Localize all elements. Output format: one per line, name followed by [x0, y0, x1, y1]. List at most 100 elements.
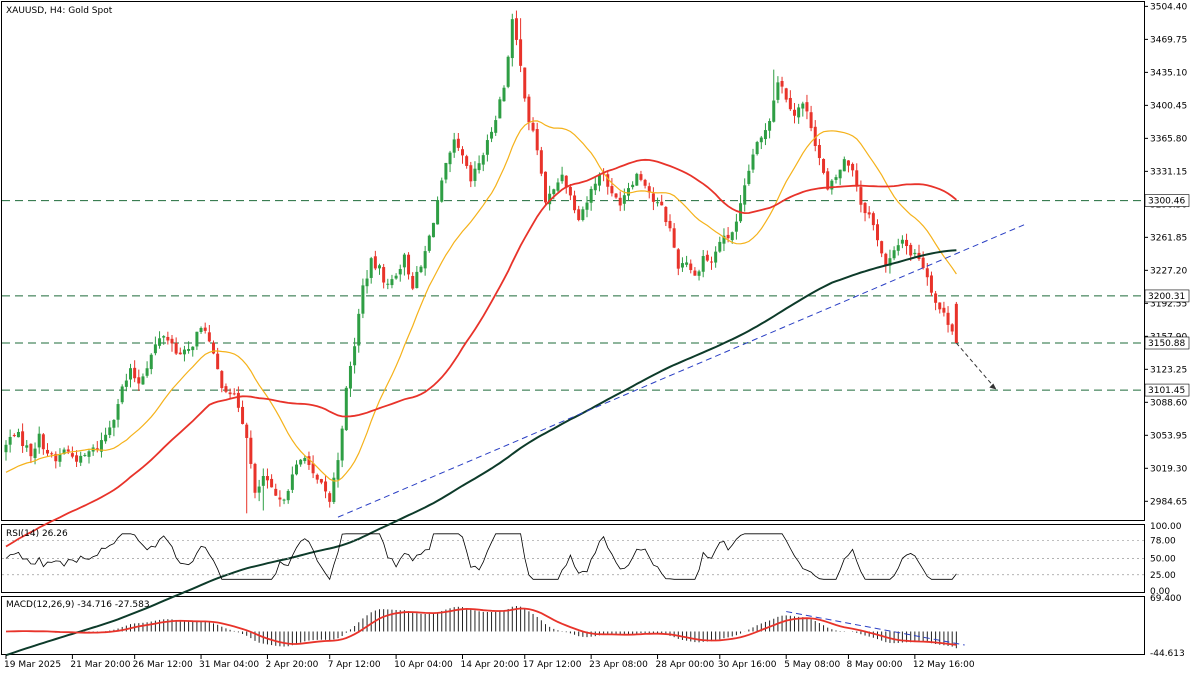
candle-body [411, 275, 415, 289]
price-tick-label: 3400.45 [1150, 101, 1187, 111]
candle-body [104, 434, 108, 442]
candle-body [398, 269, 402, 275]
candle-body [564, 175, 568, 188]
horizontal-levels: 3300.46 3200.31 3150.88 3101.45 [2, 194, 1190, 397]
candle-body [25, 445, 29, 448]
candle-body [693, 270, 697, 276]
time-tick-label: 8 May 00:00 [846, 660, 902, 670]
candle-body [336, 460, 340, 480]
candle-body [303, 458, 307, 462]
price-tick-label: 3261.85 [1150, 233, 1187, 243]
candle-body [270, 478, 274, 488]
candle-body [622, 195, 626, 204]
candle-body [950, 324, 954, 332]
candle-body [33, 448, 37, 458]
candle-body [16, 431, 20, 438]
candle-body [328, 493, 332, 502]
candle-body [62, 449, 66, 455]
candle-body [149, 354, 153, 370]
candle-body [448, 152, 452, 165]
candle-body [423, 251, 427, 269]
candle-body [137, 377, 141, 384]
time-tick-label: 5 May 08:00 [784, 660, 840, 670]
candle-body [577, 209, 581, 220]
candle-body [108, 427, 112, 435]
candle-body [643, 179, 647, 186]
candle-body [689, 263, 693, 271]
candle-body [838, 169, 842, 179]
candle-body [295, 464, 298, 475]
time-axis: 19 Mar 2025 21 Mar 20:00 26 Mar 12:00 31 Ma… [4, 655, 975, 670]
macd-pane[interactable] [1, 596, 1145, 655]
candle-body [610, 186, 614, 194]
candle-body [236, 392, 240, 408]
price-pane[interactable] [1, 1, 1145, 521]
candle-body [851, 163, 855, 171]
candle-body [510, 19, 514, 59]
candle-body [842, 159, 846, 172]
rsi-indicator: 100.00 78.00 50.00 25.00 0.00 [2, 522, 1182, 597]
candle-body [332, 477, 336, 503]
time-tick-label: 7 Apr 12:00 [328, 660, 381, 670]
candle-body [361, 285, 365, 314]
candle-body [759, 137, 763, 143]
candle-body [83, 454, 87, 456]
macd-label: MACD(12,26,9) -34.716 -27.583 [6, 600, 150, 610]
candle-body [793, 109, 796, 116]
trend-lines [337, 224, 1025, 518]
candle-body [99, 440, 103, 452]
candle-body [120, 386, 124, 403]
price-tick-label: 3192.55 [1150, 299, 1187, 309]
candle-body [12, 435, 16, 437]
candle-body [954, 303, 958, 344]
candle-body [585, 202, 589, 210]
level-label-box [1144, 383, 1190, 397]
candle-body [938, 302, 942, 310]
candle-body [344, 387, 348, 431]
candle-body [494, 120, 498, 133]
candle-body [153, 344, 157, 354]
candle-body [124, 380, 128, 387]
candle-body [265, 476, 269, 481]
candle-body [830, 180, 834, 190]
candle-body [394, 275, 398, 279]
candle-body [614, 193, 618, 198]
candle-body [635, 173, 639, 186]
ascending-trendline[interactable] [337, 224, 1025, 518]
candle-body [552, 189, 556, 195]
candle-body [776, 82, 780, 100]
candle-body [668, 220, 672, 229]
macd-signal-line [5, 607, 957, 646]
candle-body [141, 376, 145, 385]
candle-body [477, 163, 481, 171]
candle-body [871, 213, 875, 226]
candle-body [70, 453, 74, 457]
candle-body [929, 275, 933, 293]
rsi-tick-label: 25.00 [1150, 571, 1176, 581]
time-tick-label: 28 Apr 00:00 [656, 660, 715, 670]
candle-body [772, 100, 776, 122]
candle-body [921, 257, 925, 269]
candle-body [79, 455, 83, 463]
candle-body [369, 258, 373, 278]
candle-body [685, 262, 689, 265]
candle-body [324, 481, 328, 492]
candle-body [710, 261, 713, 263]
candle-body [282, 499, 286, 501]
macd-divergence-line [786, 611, 965, 646]
candle-body [402, 254, 406, 268]
price-tick-label: 3123.25 [1150, 365, 1187, 375]
candle-body [805, 102, 809, 112]
candle-body [593, 183, 597, 191]
candle-body [859, 187, 863, 205]
candle-body [822, 158, 826, 173]
candle-body [763, 130, 767, 140]
candle-body [212, 342, 215, 354]
candle-body [112, 420, 116, 428]
candle-body [627, 188, 630, 196]
candle-body [597, 174, 601, 186]
candle-body [473, 168, 477, 181]
candle-body [129, 368, 132, 380]
candle-body [290, 474, 294, 490]
